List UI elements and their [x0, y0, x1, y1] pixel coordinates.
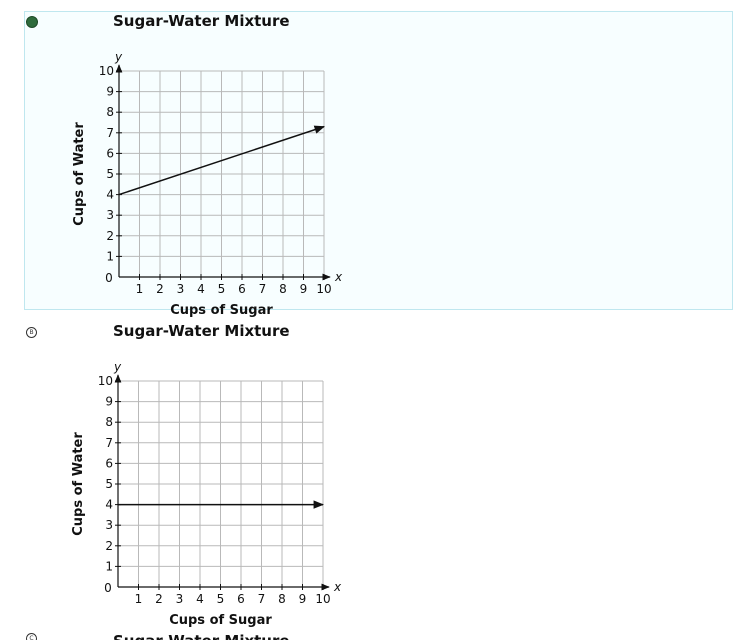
y-tick-label: 10 — [99, 64, 114, 78]
x-tick-label: 8 — [278, 592, 286, 606]
y-tick-label: 8 — [106, 105, 114, 119]
y-tick-label: 9 — [106, 85, 114, 99]
y-tick-label: 4 — [106, 188, 114, 202]
x-tick-label: 2 — [156, 282, 164, 296]
x-tick-label: 6 — [238, 282, 246, 296]
x-tick-label: 7 — [259, 282, 267, 296]
x-tick-label: 9 — [299, 592, 307, 606]
answer-option-b[interactable]: B Sugar-Water Mixture 1 2 3 4 5 6 7 8 9 10 1 2 3 4 5 6 7… — [0, 322, 733, 628]
x-axis-variable: x — [333, 580, 342, 594]
y-tick-label: 6 — [105, 456, 113, 470]
y-axis-label: Cups of Water — [71, 432, 86, 536]
y-tick-label: 5 — [106, 167, 114, 181]
grid — [118, 380, 324, 587]
x-axis-label: Cups of Sugar — [169, 613, 272, 628]
y-tick-label: 5 — [105, 477, 113, 491]
x-axis-variable: x — [334, 270, 343, 284]
origin-label: 0 — [104, 581, 112, 595]
chart-title: Sugar-Water Mixture — [113, 322, 290, 340]
x-tick-label: 10 — [316, 282, 331, 296]
y-axis-label: Cups of Water — [72, 122, 87, 226]
x-tick-label: 4 — [197, 282, 205, 296]
origin-label: 0 — [105, 271, 113, 285]
x-tick-label: 9 — [300, 282, 308, 296]
y-tick-label: 2 — [105, 539, 113, 553]
x-tick-label: 6 — [237, 592, 245, 606]
x-tick-label: 10 — [315, 592, 330, 606]
x-axis-label: Cups of Sugar — [170, 303, 273, 318]
y-axis-variable: y — [113, 360, 122, 374]
grid — [119, 70, 325, 277]
x-tick-label: 1 — [136, 282, 144, 296]
y-axis-variable: y — [114, 50, 123, 64]
x-tick-label: 3 — [177, 282, 185, 296]
y-tick-label: 10 — [98, 374, 113, 388]
y-tick-label: 7 — [106, 126, 114, 140]
x-tick-label: 4 — [196, 592, 204, 606]
y-tick-label: 6 — [106, 146, 114, 160]
y-tick-label: 2 — [106, 229, 114, 243]
x-tick-label: 8 — [279, 282, 287, 296]
y-tick-label: 3 — [105, 518, 113, 532]
y-tick-label: 1 — [105, 559, 113, 573]
x-tick-label: 2 — [155, 592, 163, 606]
data-line — [118, 125, 325, 196]
y-tick-label: 4 — [105, 498, 113, 512]
x-tick-label: 7 — [258, 592, 266, 606]
y-tick-label: 8 — [105, 415, 113, 429]
x-tick-label: 5 — [218, 282, 226, 296]
radio-button-c-icon[interactable]: C — [26, 633, 37, 640]
answer-option-a[interactable]: Sugar-Water Mixture 1 2 3 4 5 6 7 8 9 10 1 2 3 4 5 6 7 8 9… — [24, 11, 733, 318]
x-tick-label: 5 — [217, 592, 225, 606]
x-tick-label: 1 — [135, 592, 143, 606]
y-tick-label: 9 — [105, 395, 113, 409]
y-tick-label: 7 — [105, 436, 113, 450]
y-tick-label: 3 — [106, 208, 114, 222]
y-tick-label: 1 — [106, 249, 114, 263]
chart-title: Sugar-Water Mixture — [113, 12, 290, 30]
radio-button-b-icon[interactable]: B — [26, 327, 37, 338]
x-tick-label: 3 — [176, 592, 184, 606]
radio-button-selected-icon[interactable] — [26, 16, 38, 28]
answer-option-c[interactable]: C Sugar-Water Mixture — [0, 628, 733, 640]
chart-title: Sugar-Water Mixture — [113, 632, 290, 640]
